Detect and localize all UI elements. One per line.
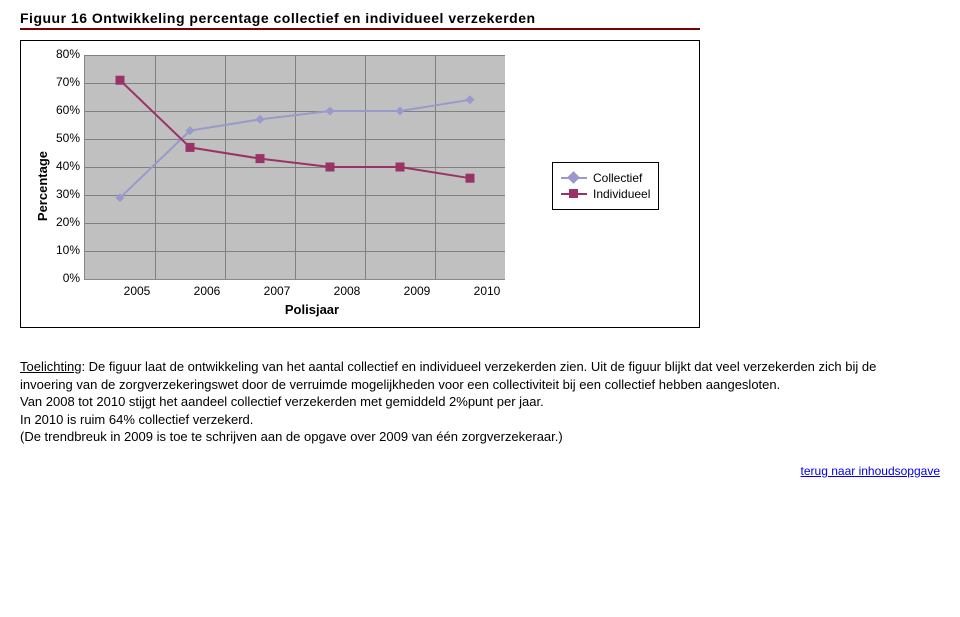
legend-item-collectief: Collectief <box>561 171 650 185</box>
legend-item-individueel: Individueel <box>561 187 650 201</box>
back-to-toc-link[interactable]: terug naar inhoudsopgave <box>801 464 940 478</box>
chart-legend: Collectief Individueel <box>552 162 659 210</box>
chart-frame: Percentage 80% 70% 60% 50% 40% 30% 20% 1… <box>20 40 700 328</box>
y-axis-ticks: 80% 70% 60% 50% 40% 30% 20% 10% 0% <box>56 55 80 279</box>
x-axis-label: Polisjaar <box>102 302 522 317</box>
toelichting-block: Toelichting: De figuur laat de ontwikkel… <box>20 358 920 446</box>
x-axis-ticks: 2005 2006 2007 2008 2009 2010 <box>102 284 522 298</box>
accent-line <box>20 28 700 30</box>
toelichting-heading: Toelichting <box>20 359 81 374</box>
back-link-row: terug naar inhoudsopgave <box>20 464 940 478</box>
chart-plot <box>84 55 505 280</box>
y-axis-label: Percentage <box>35 151 50 221</box>
figure-title: Figuur 16 Ontwikkeling percentage collec… <box>20 10 940 26</box>
